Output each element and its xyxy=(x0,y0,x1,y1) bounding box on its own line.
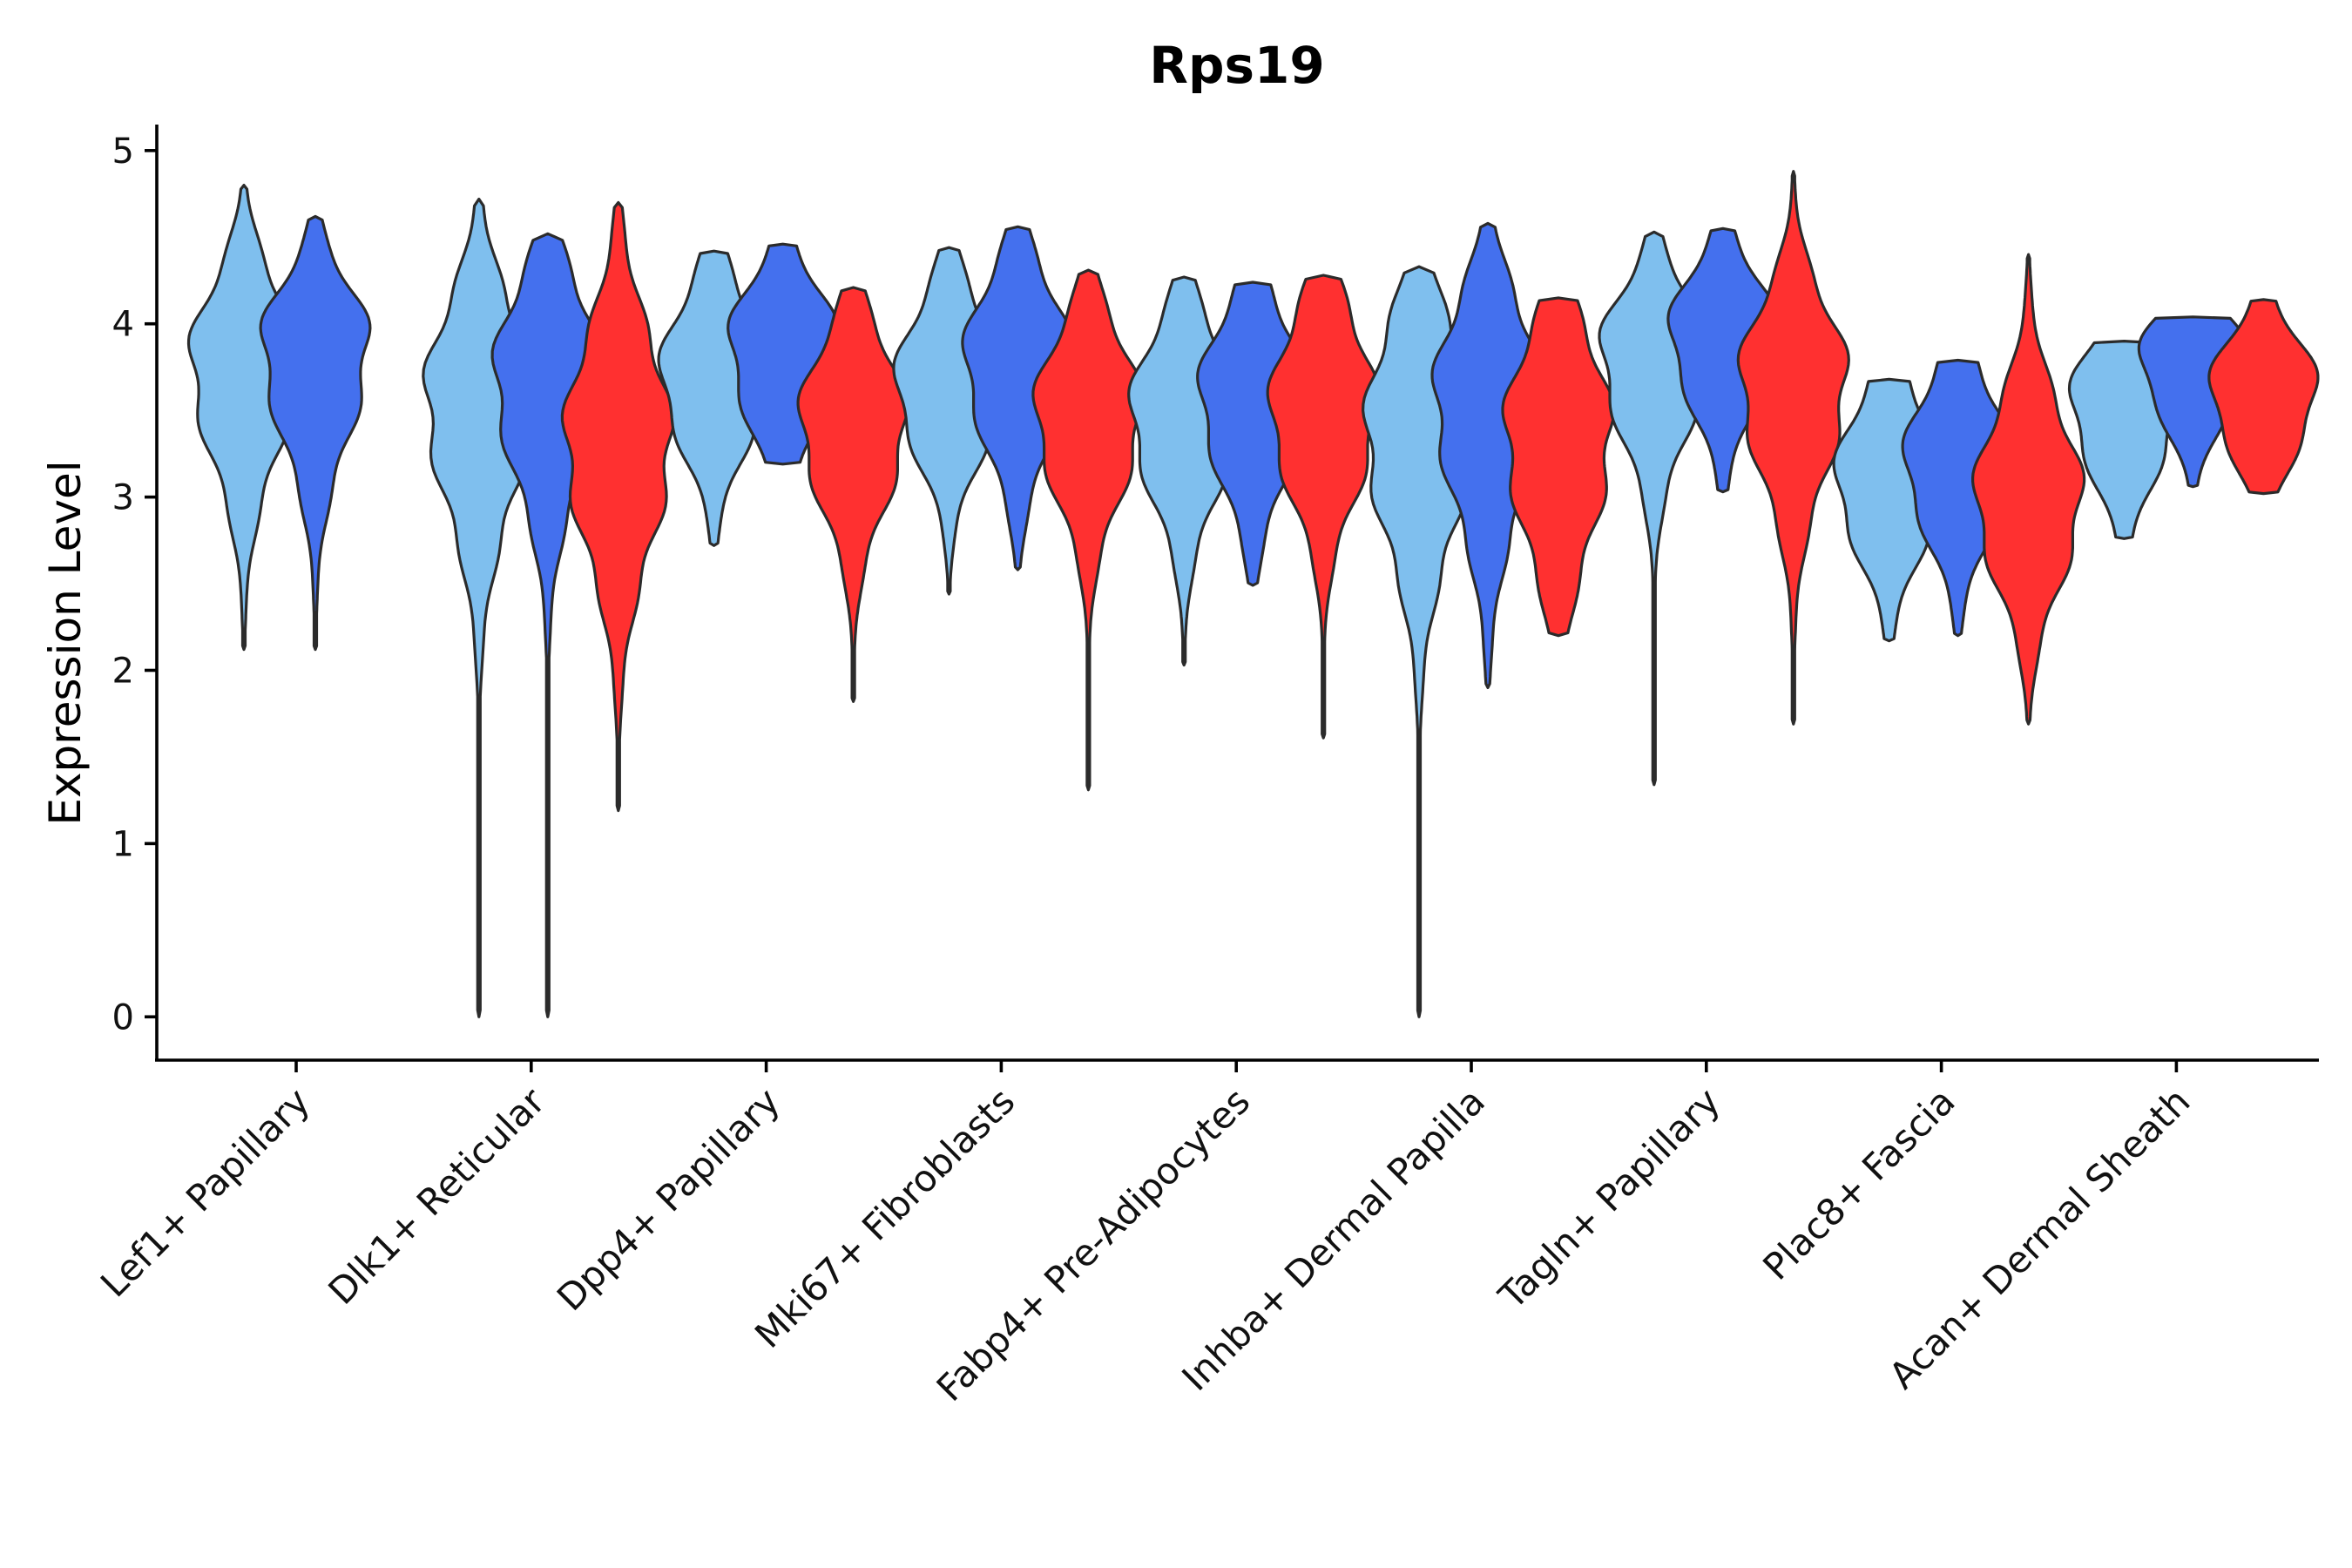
y-tick-label: 2 xyxy=(112,652,134,692)
y-axis-ticks: 0 1 2 3 4 5 xyxy=(112,132,157,1037)
violin-6-blue xyxy=(1430,221,1545,689)
violin-5-red xyxy=(1266,274,1381,740)
x-tick-label: Tagln+ Papillary xyxy=(1490,1079,1727,1317)
violin-2-red xyxy=(560,200,676,813)
y-tick-label: 3 xyxy=(112,478,134,518)
x-tick-label: Mki67+ Fibroblasts xyxy=(747,1079,1023,1355)
violin-7-red xyxy=(1736,170,1850,726)
violin-8-red xyxy=(1971,253,2086,726)
x-tick-label: Lef1+ Papillary xyxy=(92,1079,318,1305)
y-axis-label: Expression Level xyxy=(40,460,91,825)
violin-6-red xyxy=(1501,296,1616,638)
x-tick-label: Plac8+ Fascia xyxy=(1754,1079,1963,1288)
violin-series xyxy=(186,170,2320,1018)
chart-title: Rps19 xyxy=(1149,36,1324,95)
x-tick-label: Dpp4+ Papillary xyxy=(549,1079,788,1319)
y-tick-label: 4 xyxy=(112,305,134,345)
y-tick-label: 0 xyxy=(112,997,134,1037)
violin-1-blue xyxy=(259,214,372,652)
violin-9-red xyxy=(2207,298,2320,496)
violin-4-red xyxy=(1031,268,1146,792)
y-tick-label: 5 xyxy=(112,132,134,172)
violin-3-red xyxy=(796,286,910,703)
x-tick-label: Dlk1+ Reticular xyxy=(320,1079,553,1313)
y-tick-label: 1 xyxy=(112,824,134,864)
